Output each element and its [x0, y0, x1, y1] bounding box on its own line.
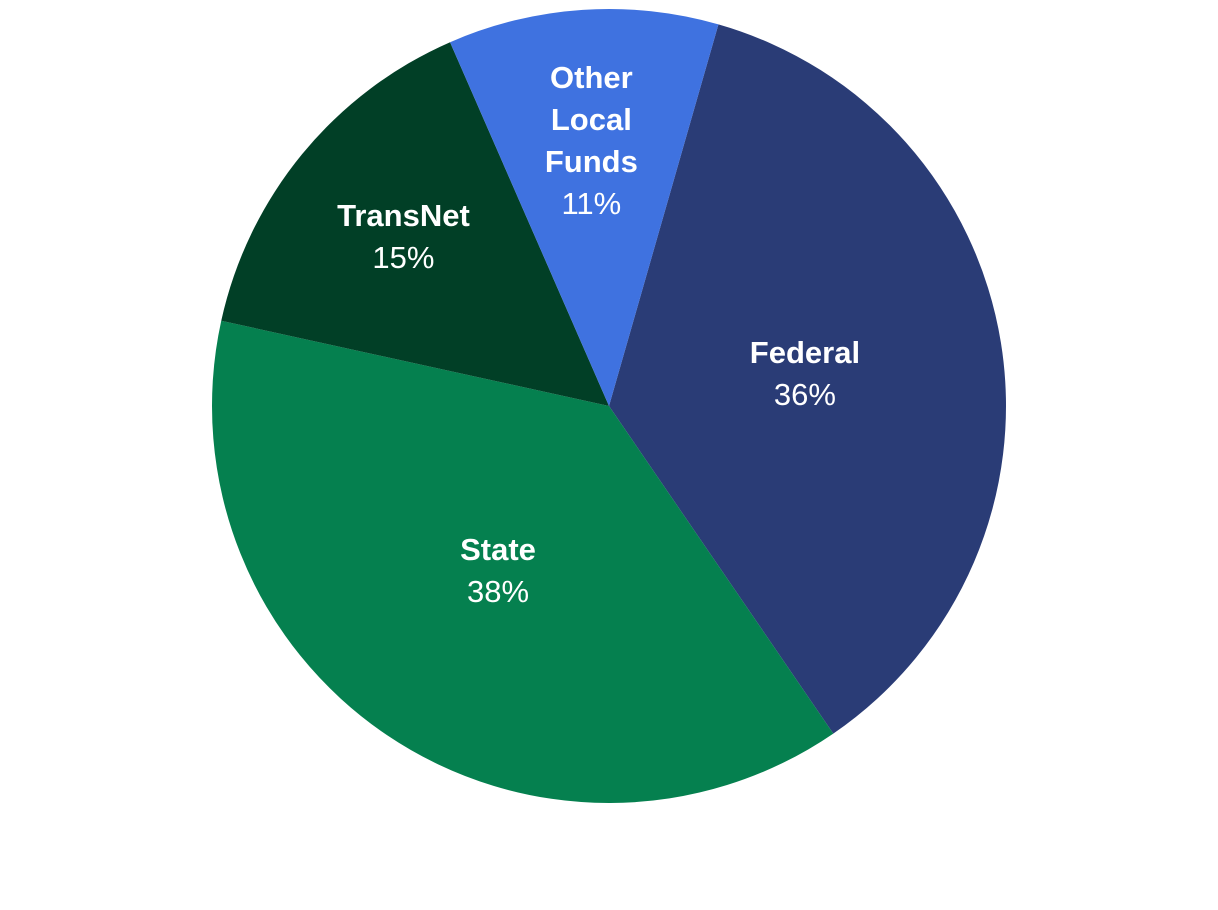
slice-name: Federal [749, 335, 861, 371]
slice-label: TransNet 15% [337, 195, 470, 279]
slice-name: State [460, 531, 536, 567]
pie-slice [450, 9, 719, 407]
slice-label: State 38% [460, 529, 536, 613]
slice-value: 38% [466, 573, 530, 609]
slice-name: TransNet [337, 198, 470, 234]
slice-value: 36% [773, 377, 836, 413]
slice-label: Federal 36% [750, 332, 860, 416]
slice-value: 11% [561, 185, 622, 221]
slice-value: 15% [372, 240, 435, 276]
pie-slice [221, 42, 609, 407]
pie-slice [609, 24, 1006, 734]
slice-label: Other Local Funds 11% [545, 57, 638, 225]
pie-slice [212, 320, 834, 803]
slice-name: Other Local Funds [544, 59, 638, 179]
